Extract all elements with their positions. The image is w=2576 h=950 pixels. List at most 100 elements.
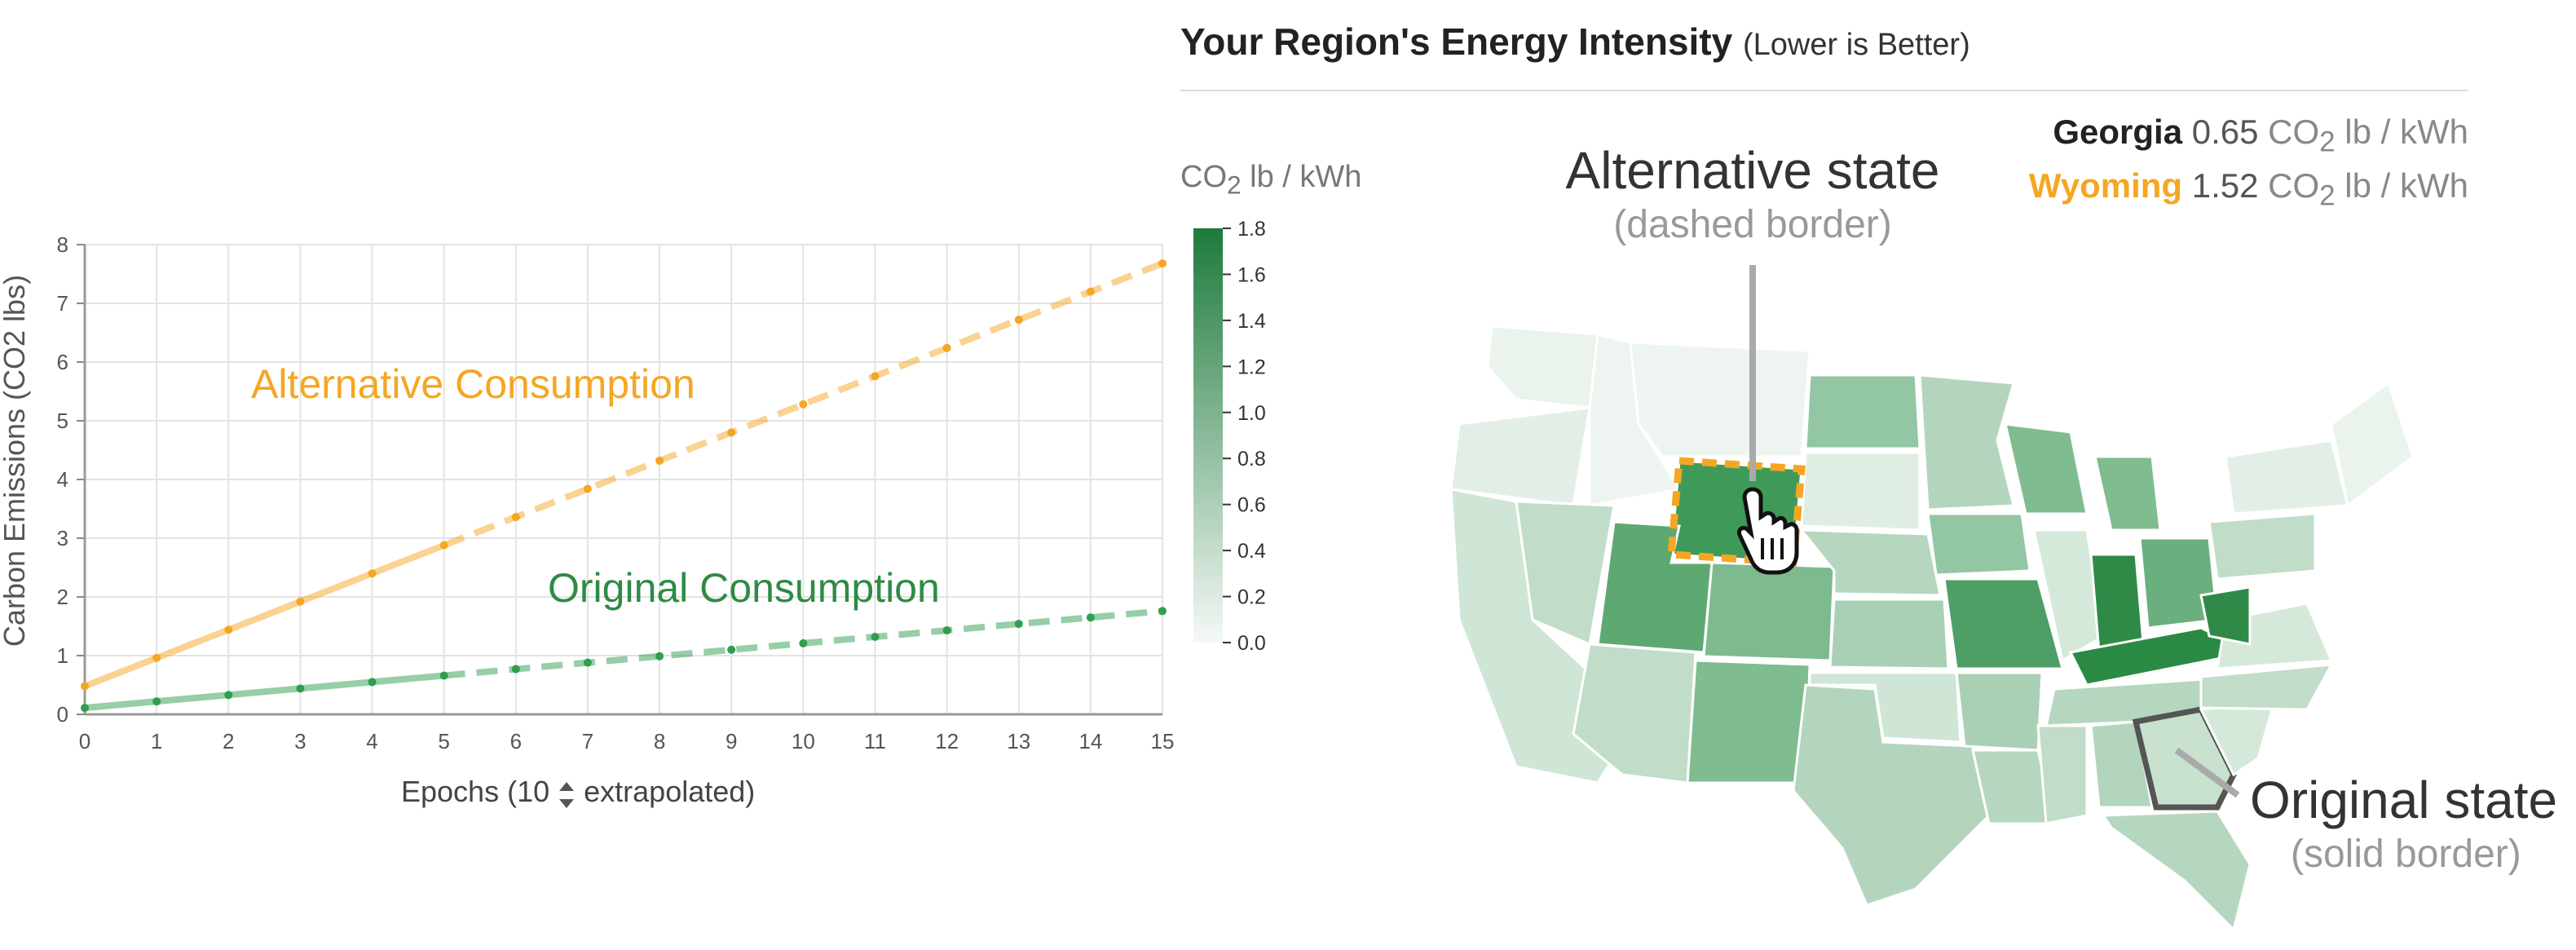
y-tick-label: 8 bbox=[57, 232, 68, 257]
x-tick-label: 4 bbox=[366, 729, 377, 753]
alternative-callout-title: Alternative state bbox=[1565, 141, 1940, 200]
y-tick-label: 7 bbox=[57, 291, 68, 316]
y-tick-label: 6 bbox=[57, 350, 68, 374]
series-point-0 bbox=[224, 625, 233, 634]
state-nebraska bbox=[1798, 528, 1942, 597]
colorbar-tick-label: 1.2 bbox=[1237, 356, 1266, 378]
series-point-0 bbox=[1086, 287, 1095, 296]
series-line-measured-1 bbox=[82, 672, 448, 712]
series-point-1 bbox=[727, 645, 736, 654]
series-point-0 bbox=[1158, 259, 1167, 268]
state-kansas bbox=[1828, 598, 1950, 670]
series-point-1 bbox=[799, 638, 808, 647]
colorbar-tick-label: 1.0 bbox=[1237, 402, 1266, 425]
state-indiana bbox=[2089, 553, 2146, 654]
colorbar-unit-label: CO2 lb / kWh bbox=[1180, 160, 1362, 200]
x-tick-label: 6 bbox=[510, 729, 522, 753]
state-nevada bbox=[1515, 500, 1616, 647]
x-tick-label: 9 bbox=[726, 729, 737, 753]
alternative-state-unit: CO2 lb / kWh bbox=[2268, 166, 2468, 212]
state-south-carolina bbox=[2199, 700, 2277, 777]
series-point-0 bbox=[942, 343, 951, 352]
y-axis-label: Carbon Emissions (CO2 lbs) bbox=[0, 275, 31, 647]
series-point-1 bbox=[1086, 613, 1095, 622]
state-new-york bbox=[2224, 439, 2349, 515]
series-point-1 bbox=[224, 691, 233, 700]
x-tick-label: 5 bbox=[438, 729, 449, 753]
alternative-callout-sub: (dashed border) bbox=[1613, 203, 1892, 246]
state-new-mexico bbox=[1686, 659, 1811, 784]
state-wisconsin bbox=[2004, 422, 2089, 515]
colorbar-tick-label: 0.6 bbox=[1237, 494, 1266, 517]
original-state-unit: CO2 lb / kWh bbox=[2268, 113, 2468, 158]
series-point-0 bbox=[655, 456, 664, 465]
y-tick-label: 4 bbox=[57, 467, 68, 492]
x-axis-label-prefix: Epochs (10 bbox=[401, 775, 550, 808]
series-point-0 bbox=[871, 372, 880, 381]
series-point-0 bbox=[439, 541, 448, 550]
state-missouri bbox=[1943, 577, 2064, 670]
series-point-0 bbox=[152, 653, 161, 662]
y-tick-label: 3 bbox=[57, 526, 68, 550]
x-tick-label: 14 bbox=[1078, 729, 1102, 753]
series-point-1 bbox=[511, 665, 520, 674]
state-minnesota bbox=[1918, 373, 2015, 511]
state-wyoming bbox=[1670, 459, 1803, 564]
x-tick-label: 11 bbox=[864, 729, 886, 753]
series-label-original: Original Consumption bbox=[548, 565, 940, 611]
state-virginia bbox=[2216, 602, 2334, 670]
state-north-dakota bbox=[1804, 373, 1921, 450]
series-point-1 bbox=[1158, 607, 1167, 616]
page-title: Your Region's Energy Intensity (Lower is… bbox=[1180, 20, 1970, 64]
x-tick-label: 10 bbox=[792, 729, 815, 753]
alternative-state-name: Wyoming bbox=[2028, 166, 2183, 205]
page-title-note: (Lower is Better) bbox=[1742, 28, 1970, 62]
chart-grid bbox=[84, 244, 1163, 715]
state-arizona bbox=[1572, 643, 1697, 784]
state-tennessee bbox=[2044, 675, 2243, 727]
series-point-1 bbox=[81, 704, 89, 713]
state-washington bbox=[1486, 325, 1599, 409]
state-alabama bbox=[2089, 720, 2154, 809]
state-florida bbox=[2101, 810, 2252, 932]
x-tick-label: 8 bbox=[654, 729, 665, 753]
page-title-text: Your Region's Energy Intensity bbox=[1180, 20, 1733, 63]
series-point-1 bbox=[1014, 620, 1023, 629]
original-state-name: Georgia bbox=[2053, 113, 2183, 151]
original-callout-title: Original state bbox=[2250, 771, 2558, 829]
colorbar-tick-label: 1.4 bbox=[1237, 310, 1266, 333]
series-point-1 bbox=[296, 684, 305, 693]
series-point-1 bbox=[152, 697, 161, 706]
state-georgia bbox=[2132, 706, 2237, 811]
us-states-map bbox=[1449, 325, 2415, 932]
x-tick-label: 1 bbox=[151, 729, 162, 753]
up-down-stepper-icon[interactable] bbox=[558, 779, 576, 809]
x-tick-label: 3 bbox=[294, 729, 306, 753]
series-point-1 bbox=[655, 652, 664, 661]
series-point-1 bbox=[439, 671, 448, 680]
original-callout-line bbox=[2174, 747, 2240, 798]
x-tick-label: 12 bbox=[935, 729, 959, 753]
alternative-state-readout: Wyoming 1.52 CO2 lb / kWh bbox=[2029, 166, 2468, 212]
y-tick-label: 2 bbox=[57, 585, 68, 609]
state-michigan bbox=[2093, 455, 2162, 532]
state-iowa bbox=[1926, 512, 2031, 577]
series-point-1 bbox=[871, 632, 880, 641]
original-callout-sub: (solid border) bbox=[2291, 833, 2521, 876]
colorbar-tick-label: 0.0 bbox=[1237, 632, 1266, 655]
series-point-0 bbox=[799, 400, 808, 409]
series-point-0 bbox=[296, 597, 305, 606]
state-utah bbox=[1596, 520, 1714, 654]
state-mississippi bbox=[2036, 724, 2089, 825]
header-divider bbox=[1180, 90, 2468, 91]
original-state-readout: Georgia 0.65 CO2 lb / kWh bbox=[2053, 113, 2468, 158]
state-oregon bbox=[1449, 406, 1591, 507]
colorbar-tick-label: 0.8 bbox=[1237, 448, 1266, 471]
series-point-0 bbox=[583, 484, 592, 493]
state-colorado bbox=[1702, 561, 1836, 662]
alternative-state-highlight[interactable] bbox=[1667, 457, 1806, 567]
colorbar-tick-label: 0.2 bbox=[1237, 586, 1266, 609]
series-point-0 bbox=[727, 428, 736, 437]
